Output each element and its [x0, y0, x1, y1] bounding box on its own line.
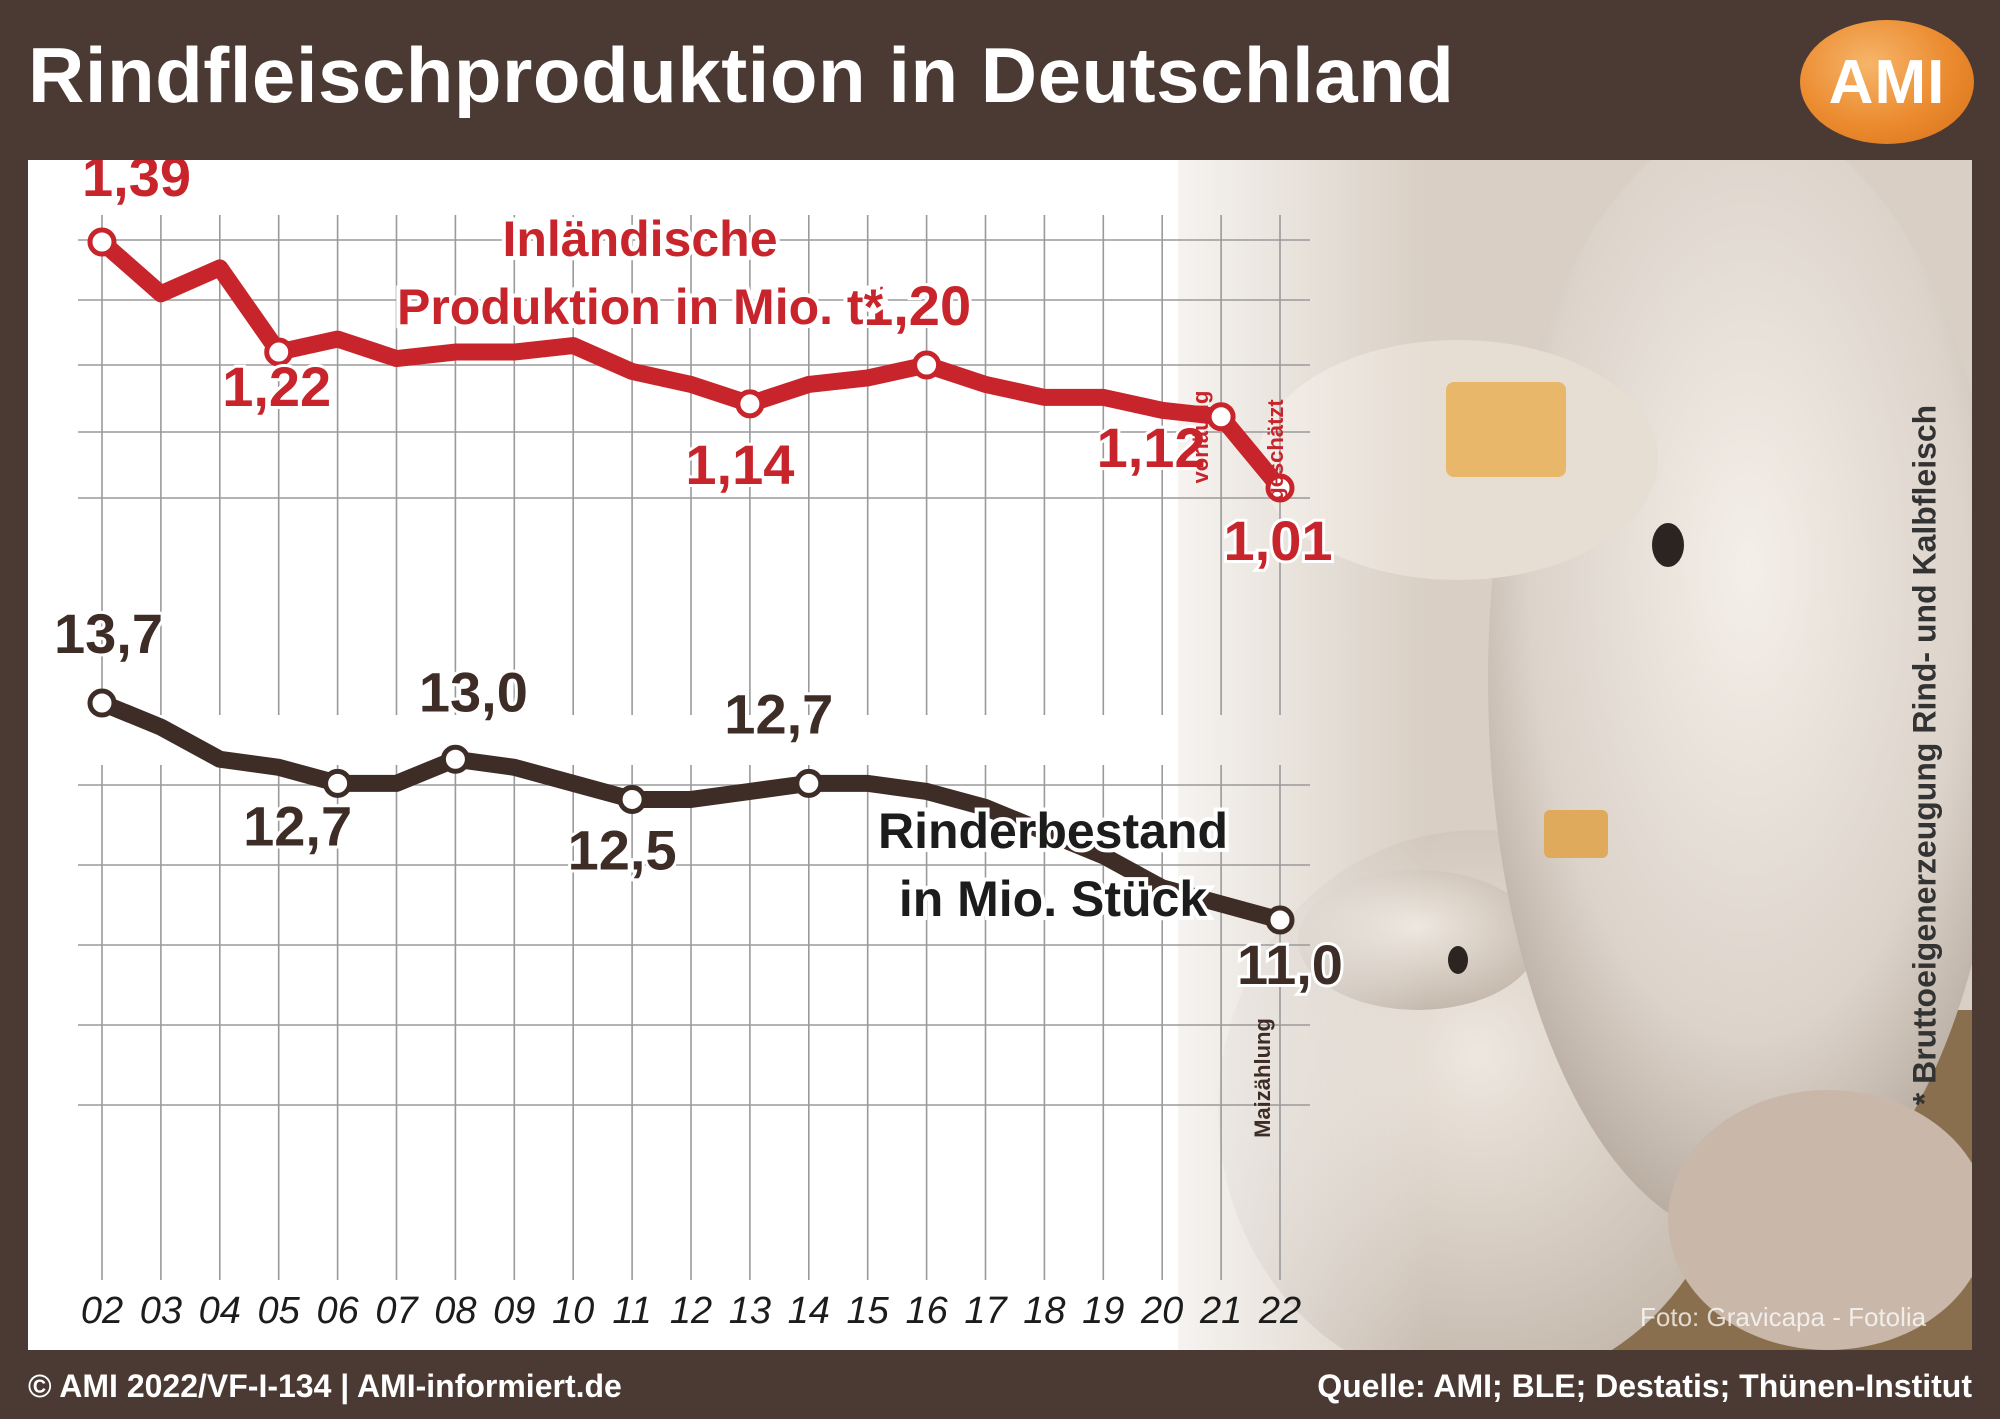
production-data-label: 1,12: [1097, 416, 1206, 479]
herd-data-label: 12,5: [568, 818, 677, 881]
herd-annotation: Maizählung: [1250, 1018, 1275, 1138]
line-charts: 1,39 1,22 1,14 1,20 1,12 1,01 13,7 12,7 13,0 12,5…: [51, 160, 1346, 1332]
x-tick-label: 22: [1258, 1290, 1301, 1332]
herd-title-line: in Mio. Stück: [899, 871, 1208, 927]
chart-marks: [87, 227, 1295, 935]
production-point-marker: [1206, 402, 1236, 432]
herd-point-marker: [440, 744, 470, 774]
cow-photo-background: [28, 160, 1972, 1350]
chart-title: Rindfleischproduktion in Deutschland: [28, 31, 1455, 119]
copyright-footer: © AMI 2022/VF-I-134 | AMI-informiert.de: [28, 1368, 622, 1404]
x-tick-label: 16: [905, 1290, 948, 1332]
production-data-label: 1,01: [1224, 509, 1333, 572]
footnote-text: * Bruttoeigenerzeugung Rind- und Kalbfle…: [1906, 404, 1943, 1106]
x-tick-label: 12: [670, 1290, 712, 1332]
x-tick-label: 03: [140, 1290, 182, 1332]
ami-logo: AMI: [1800, 20, 1974, 144]
production-data-label: 1,39: [82, 160, 191, 208]
herd-data-label: 13,0: [419, 660, 528, 723]
x-tick-label: 14: [788, 1290, 830, 1332]
herd-title-line: Rinderbestand: [878, 803, 1228, 859]
production-line: [93, 233, 1289, 497]
production-annotation: geschätzt: [1263, 399, 1288, 501]
production-data-label: 1,20: [862, 274, 971, 337]
logo-text: AMI: [1828, 47, 1946, 117]
herd-line: [93, 694, 1289, 929]
photo-credit: Foto: Gravicapa - Fotolia: [1640, 1302, 1927, 1332]
x-tick-label: 18: [1023, 1290, 1065, 1332]
x-tick-label: 02: [81, 1290, 123, 1332]
production-annotation: vorläufig: [1188, 391, 1213, 484]
production-point-marker: [264, 337, 294, 367]
production-point-marker: [87, 227, 117, 257]
production-title-line: Produktion in Mio. t*: [397, 279, 884, 335]
x-tick-label: 06: [316, 1290, 359, 1332]
herd-point-marker: [794, 768, 824, 798]
x-tick-label: 04: [199, 1290, 241, 1332]
herd-point-marker: [617, 784, 647, 814]
herd-data-label: 13,7: [54, 602, 163, 665]
x-tick-label: 15: [847, 1290, 890, 1332]
production-point-marker: [735, 389, 765, 419]
production-data-label: 1,22: [222, 355, 331, 418]
x-tick-label: 08: [434, 1290, 476, 1332]
x-tick-label: 13: [729, 1290, 771, 1332]
x-tick-label: 11: [612, 1290, 651, 1332]
production-point-marker: [912, 350, 942, 380]
footnote: * Bruttoeigenerzeugung Rind- und Kalbfle…: [1905, 160, 1945, 1350]
production-point-marker: [1265, 473, 1295, 503]
x-tick-label: 20: [1140, 1290, 1183, 1332]
production-data-label: 1,14: [685, 433, 794, 496]
chart-lines: [93, 233, 1289, 929]
herd-point-marker: [323, 768, 353, 798]
production-title-line: Inländische: [502, 211, 777, 267]
herd-data-label: 12,7: [243, 794, 352, 857]
herd-data-label: 11,0: [1237, 933, 1343, 996]
herd-point-marker: [1265, 905, 1295, 935]
source-footer: Quelle: AMI; BLE; Destatis; Thünen-Insti…: [1317, 1368, 1972, 1404]
x-tick-label: 05: [258, 1290, 301, 1332]
chart-panel: 1,39 1,22 1,14 1,20 1,12 1,01 13,7 12,7 13,0 12,5…: [28, 160, 1972, 1350]
x-tick-label: 17: [964, 1290, 1008, 1332]
chart-labels: 1,39 1,22 1,14 1,20 1,12 1,01 13,7 12,7 13,0 12,5…: [51, 160, 1346, 1332]
x-tick-label: 07: [375, 1290, 419, 1332]
x-tick-label: 10: [552, 1290, 594, 1332]
x-tick-label: 19: [1082, 1290, 1124, 1332]
herd-data-label: 12,7: [724, 682, 833, 745]
x-tick-label: 21: [1199, 1290, 1242, 1332]
x-tick-label: 09: [493, 1290, 535, 1332]
herd-point-marker: [87, 688, 117, 718]
